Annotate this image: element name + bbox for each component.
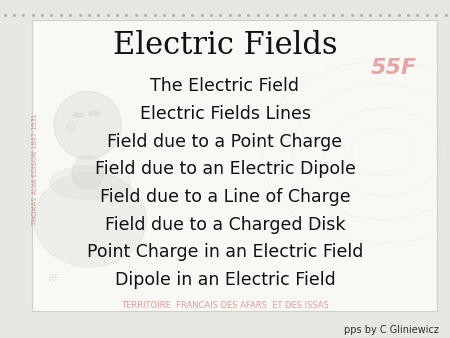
Ellipse shape <box>54 91 122 159</box>
Text: Field due to a Point Charge: Field due to a Point Charge <box>108 132 342 151</box>
Text: Field due to a Line of Charge: Field due to a Line of Charge <box>100 188 350 206</box>
Text: TERRITOIRE  FRANCAIS DES AFARS  ET DES ISSAS: TERRITOIRE FRANCAIS DES AFARS ET DES ISS… <box>121 301 329 310</box>
Ellipse shape <box>73 113 85 117</box>
Ellipse shape <box>72 155 104 189</box>
Text: Field due to a Charged Disk: Field due to a Charged Disk <box>105 216 345 234</box>
Ellipse shape <box>34 172 146 267</box>
Ellipse shape <box>67 122 75 132</box>
Text: pps by C Gliniewicz: pps by C Gliniewicz <box>344 324 439 335</box>
Text: 55F: 55F <box>371 57 417 78</box>
Text: RF: RF <box>49 274 59 283</box>
Text: Field due to an Electric Dipole: Field due to an Electric Dipole <box>94 160 356 178</box>
Text: Electric Fields Lines: Electric Fields Lines <box>140 105 310 123</box>
Text: The Electric Field: The Electric Field <box>150 77 300 95</box>
Ellipse shape <box>89 111 100 115</box>
Text: Dipole in an Electric Field: Dipole in an Electric Field <box>115 271 335 289</box>
Ellipse shape <box>50 166 130 199</box>
FancyBboxPatch shape <box>32 20 436 311</box>
Text: Point Charge in an Electric Field: Point Charge in an Electric Field <box>87 243 363 262</box>
Text: THOMAS ALVA EDISON·1847·1931: THOMAS ALVA EDISON·1847·1931 <box>32 113 38 225</box>
Text: Electric Fields: Electric Fields <box>112 30 338 61</box>
